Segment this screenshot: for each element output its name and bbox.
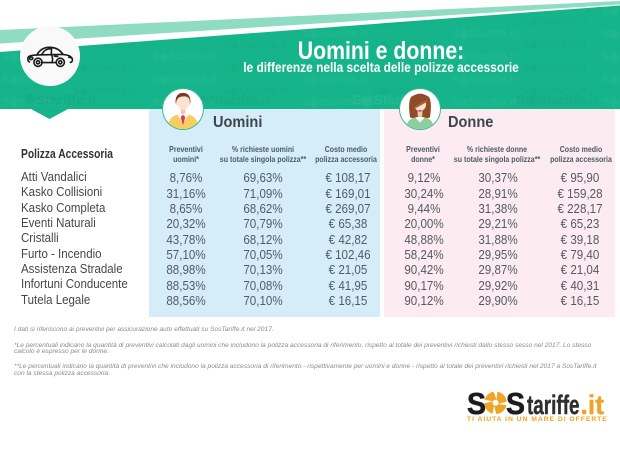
svg-text:S: S [467, 389, 486, 419]
svg-text:tariffe: tariffe [527, 390, 580, 419]
svg-text:S◉Stariffe.it: S◉Stariffe.it [516, 92, 599, 108]
svg-text:.it: .it [581, 390, 605, 419]
svg-text:✺Stariffe.it: ✺Stariffe.it [24, 92, 97, 108]
svg-text:S: S [506, 389, 525, 419]
svg-text:S◉Stariffe.it: S◉Stariffe.it [188, 92, 271, 108]
